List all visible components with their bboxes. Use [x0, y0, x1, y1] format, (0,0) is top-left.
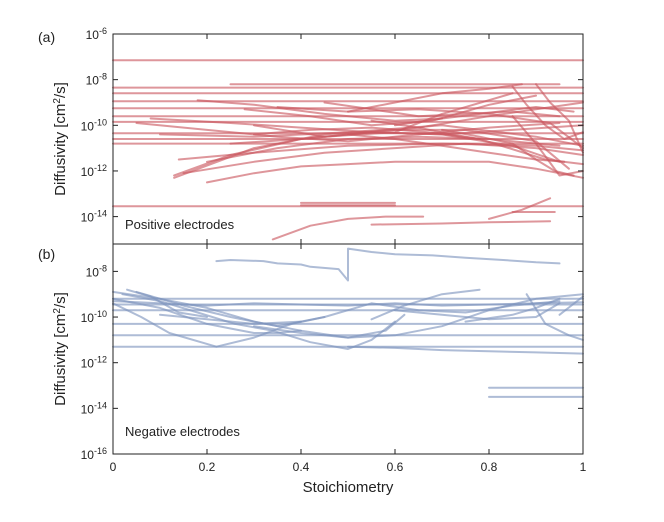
series-line: [488, 197, 552, 220]
y-tick-exponent: -16: [94, 446, 107, 456]
series-line: [135, 290, 561, 328]
y-tick-base: 10: [86, 74, 100, 88]
y-tick-label: 10-14: [81, 209, 107, 225]
y-tick-exponent: -6: [99, 26, 107, 36]
y-tick-label: 10-8: [86, 72, 107, 88]
series-lines-positive: [112, 59, 584, 241]
series-line: [370, 288, 481, 321]
y-tick-label: 10-10: [81, 309, 107, 325]
series-line: [394, 302, 561, 321]
y-tick-exponent: -12: [94, 355, 107, 365]
y-tick-label: 10-12: [81, 163, 107, 179]
plot-frame-b: [112, 243, 584, 455]
series-line: [206, 160, 584, 184]
series-line: [511, 85, 584, 140]
series-line: [535, 83, 584, 154]
y-tick-exponent: -8: [99, 72, 107, 82]
y-axis-label-a: Diffusivity [cm2/s]: [52, 82, 70, 196]
panel-label-a: (a): [38, 29, 55, 45]
series-line: [159, 124, 584, 147]
series-line: [394, 106, 575, 127]
series-line: [126, 288, 208, 318]
series-line: [441, 128, 575, 177]
series-line: [347, 133, 566, 163]
y-tick-exponent: -8: [99, 263, 107, 273]
x-tick-label: 0.6: [387, 460, 404, 474]
y-tick-base: 10: [81, 165, 95, 179]
series-line: [215, 247, 561, 282]
series-line: [525, 293, 584, 341]
x-ticks-a: [112, 34, 584, 244]
x-axis-label: Stoichiometry: [303, 479, 394, 496]
series-line: [196, 99, 443, 122]
y-tick-base: 10: [81, 357, 95, 371]
x-tick-label: 0.4: [293, 460, 310, 474]
y-axis-label-b-sup: 2: [52, 308, 63, 314]
y-tick-exponent: -12: [94, 163, 107, 173]
y-tick-base: 10: [86, 265, 100, 279]
y-axis-label-a-sup: 2: [52, 98, 63, 104]
series-line: [347, 345, 584, 355]
y-tick-label: 10-12: [81, 355, 107, 371]
series-line: [370, 119, 481, 140]
series-line: [182, 142, 584, 175]
series-line: [347, 83, 523, 113]
y-tick-exponent: -10: [94, 309, 107, 319]
series-line: [159, 313, 302, 325]
y-axis-label-a-tail: /s]: [52, 82, 69, 98]
annotation-positive: Positive electrodes: [125, 217, 235, 232]
y-axis-label-b-tail: /s]: [52, 292, 69, 308]
series-line: [243, 94, 537, 127]
x-tick-label: 1: [580, 460, 587, 474]
y-tick-base: 10: [81, 311, 95, 325]
x-tick-label: 0.2: [199, 460, 216, 474]
series-line: [135, 122, 561, 143]
y-tick-label: 10-10: [81, 117, 107, 133]
series-line: [370, 220, 552, 226]
y-tick-base: 10: [81, 402, 95, 416]
y-tick-base: 10: [81, 119, 95, 133]
y-tick-base: 10: [81, 448, 95, 462]
y-tick-exponent: -10: [94, 117, 107, 127]
y-tick-label: 10-14: [81, 400, 107, 416]
annotation-negative: Negative electrodes: [125, 424, 240, 439]
y-axis-label-b: Diffusivity [cm2/s]: [52, 292, 70, 406]
x-tick-label: 0.8: [481, 460, 498, 474]
y-tick-base: 10: [86, 28, 100, 42]
y-tick-label: 10-16: [81, 446, 107, 462]
panel-label-b: (b): [38, 246, 55, 262]
y-tick-exponent: -14: [94, 400, 107, 410]
series-line: [271, 215, 425, 241]
y-tick-exponent: -14: [94, 209, 107, 219]
series-line: [558, 295, 584, 316]
series-line: [276, 106, 584, 150]
y-axis-label-b-main: Diffusivity [cm: [52, 314, 69, 406]
series-line: [253, 313, 406, 339]
y-tick-label: 10-8: [86, 263, 107, 279]
x-ticks-b: 0 0.2 0.4 0.6 0.8 1: [110, 244, 587, 474]
x-tick-label: 0: [110, 460, 117, 474]
y-tick-base: 10: [81, 211, 95, 225]
y-tick-label: 10-6: [86, 26, 107, 42]
y-axis-label-a-main: Diffusivity [cm: [52, 104, 69, 196]
series-line: [112, 300, 584, 307]
series-lines-negative: [112, 247, 584, 398]
series-line: [149, 117, 584, 136]
